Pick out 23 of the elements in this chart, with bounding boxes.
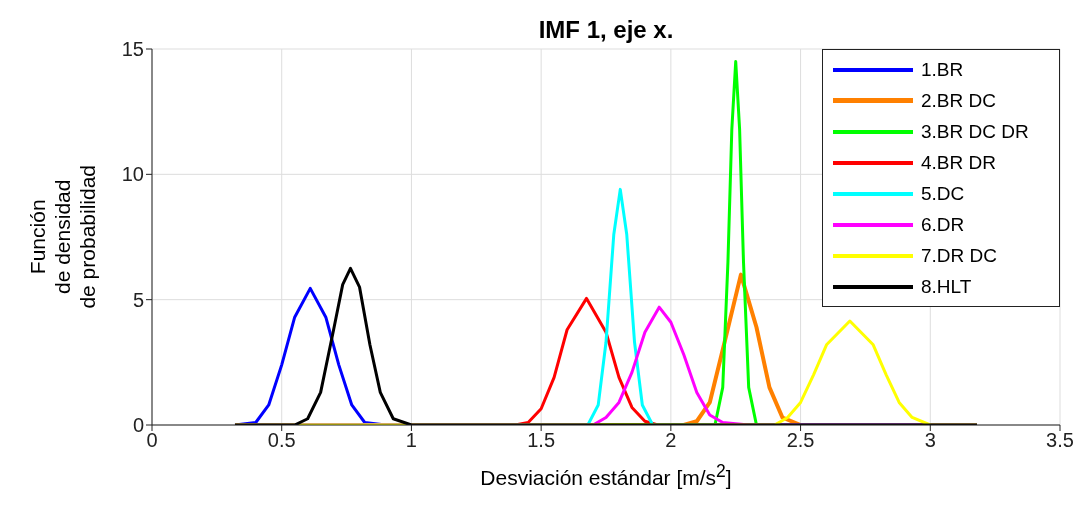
x-tick-label: 2	[665, 429, 677, 452]
legend-label: 8.HLT	[921, 275, 972, 298]
legend-label: 4.BR DR	[921, 151, 996, 174]
legend-label: 1.BR	[921, 58, 964, 81]
x-axis-title: Desviación estándar [m/s$^{2}$]	[480, 461, 732, 489]
x-tick-label: 0	[146, 429, 158, 452]
x-tick-label: 3.5	[1046, 429, 1074, 452]
x-tick-label: 0.5	[267, 429, 296, 452]
legend-label: 3.BR DC DR	[921, 120, 1029, 143]
x-tick-label: 3	[924, 429, 936, 452]
y-tick-label: 15	[121, 38, 144, 61]
legend-label: 2.BR DC	[921, 89, 996, 112]
y-tick-label: 0	[132, 414, 144, 437]
x-tick-label: 1.5	[527, 429, 556, 452]
chart-title: IMF 1, eje x.	[537, 16, 675, 44]
legend-label: 5.DC	[921, 182, 965, 205]
legend-label: 7.DR DC	[921, 244, 998, 267]
y-axis-title: Función de densidad de probabilidad	[25, 165, 101, 309]
legend-label: 6.DR	[921, 213, 965, 236]
x-tick-label: 1	[405, 429, 417, 452]
y-tick-label: 10	[121, 163, 144, 186]
x-tick-label: 2.5	[786, 429, 815, 452]
y-tick-label: 5	[132, 288, 144, 311]
